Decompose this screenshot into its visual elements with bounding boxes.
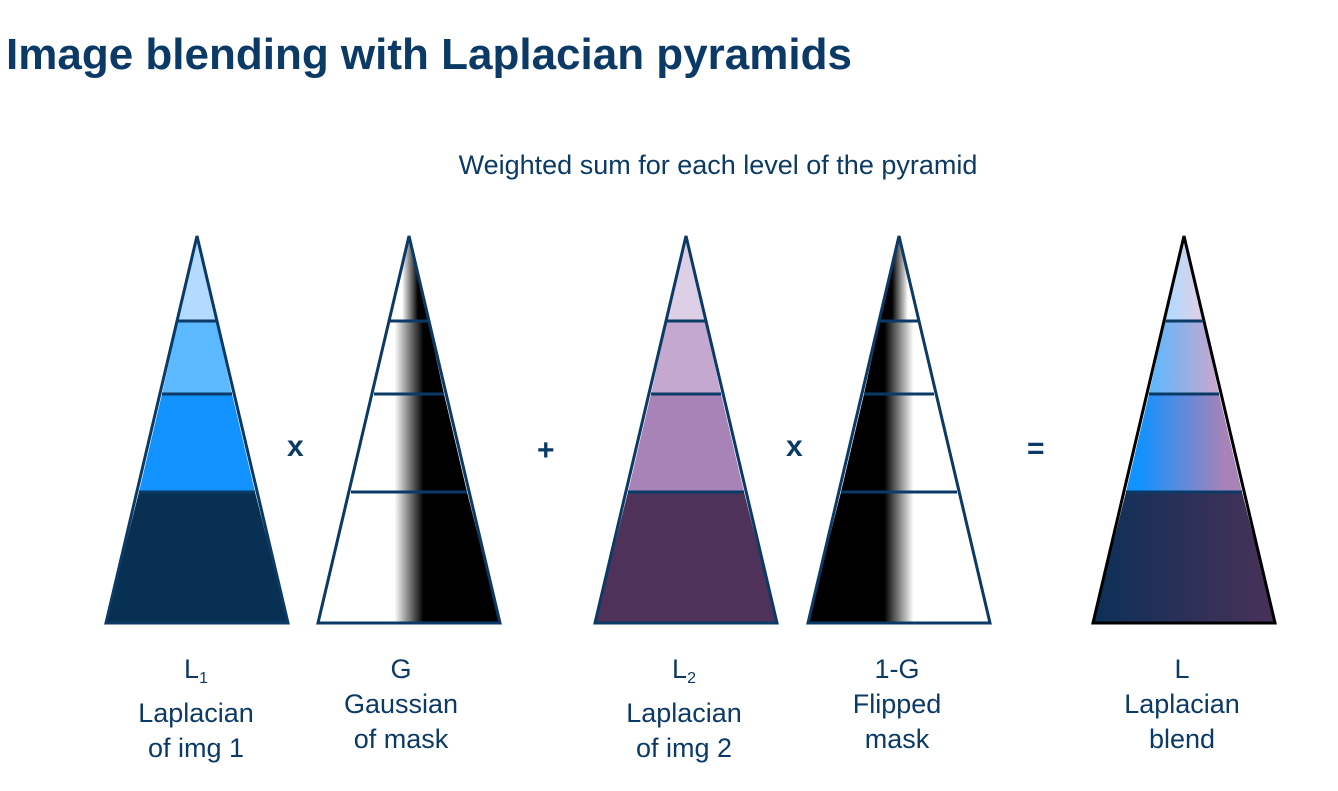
l1-level-1: [178, 236, 216, 321]
label-g: G Gaussian of mask: [301, 652, 501, 757]
g-level-2: [374, 321, 444, 394]
plus-operator: +: [537, 434, 555, 467]
pyramid-1-g: [806, 235, 992, 625]
blend-level-1: [1165, 236, 1203, 321]
blend-level-2: [1149, 321, 1219, 394]
label-g-line1: Gaussian: [343, 689, 459, 719]
label-l2-line2: of img 2: [635, 733, 733, 763]
times-operator-2: x: [786, 430, 803, 463]
label-1-g-line1: Flipped: [852, 689, 942, 719]
fg-level-3: [841, 394, 957, 492]
l1-level-3: [139, 394, 255, 492]
times-operator-1: x: [287, 430, 304, 463]
pyramid-g: [316, 235, 502, 625]
label-1-g: 1-G Flipped mask: [797, 652, 997, 757]
g-level-3: [351, 394, 467, 492]
label-l1-line2: of img 1: [147, 733, 245, 763]
fg-level-4: [808, 492, 990, 623]
l2-level-1: [667, 236, 705, 321]
label-l1: L1 Laplacian of img 1: [96, 652, 296, 766]
label-g-symbol: G: [390, 654, 412, 684]
pyramid-l2: [593, 235, 779, 625]
label-l-blend-line1: Laplacian: [1124, 689, 1240, 719]
blend-level-4: [1093, 492, 1275, 623]
l1-level-2: [162, 321, 232, 394]
label-l2-symbol: L2: [672, 654, 696, 687]
equals-operator: =: [1027, 432, 1045, 465]
l2-level-3: [628, 394, 744, 492]
blend-level-3: [1126, 394, 1242, 492]
g-level-4: [318, 492, 500, 623]
label-g-line2: of mask: [353, 724, 449, 754]
label-l-blend-symbol: L: [1174, 654, 1190, 684]
pyramid-l1: [104, 235, 290, 625]
label-l-blend-line2: blend: [1148, 724, 1216, 754]
label-l1-line1: Laplacian: [138, 698, 254, 728]
label-l1-symbol: L1: [184, 654, 208, 687]
label-l2: L2 Laplacian of img 2: [584, 652, 784, 766]
l1-level-4: [106, 492, 288, 623]
pyramid-l-blend: [1091, 235, 1277, 625]
page-title: Image blending with Laplacian pyramids: [6, 30, 852, 79]
label-1-g-symbol: 1-G: [874, 654, 920, 684]
label-1-g-line2: mask: [864, 724, 930, 754]
l2-level-4: [595, 492, 777, 623]
fg-level-1: [880, 236, 918, 321]
subtitle: Weighted sum for each level of the pyram…: [458, 150, 978, 180]
fg-level-2: [864, 321, 934, 394]
g-level-1: [390, 236, 428, 321]
l2-level-2: [651, 321, 721, 394]
label-l2-line1: Laplacian: [626, 698, 742, 728]
label-l-blend: L Laplacian blend: [1082, 652, 1282, 757]
